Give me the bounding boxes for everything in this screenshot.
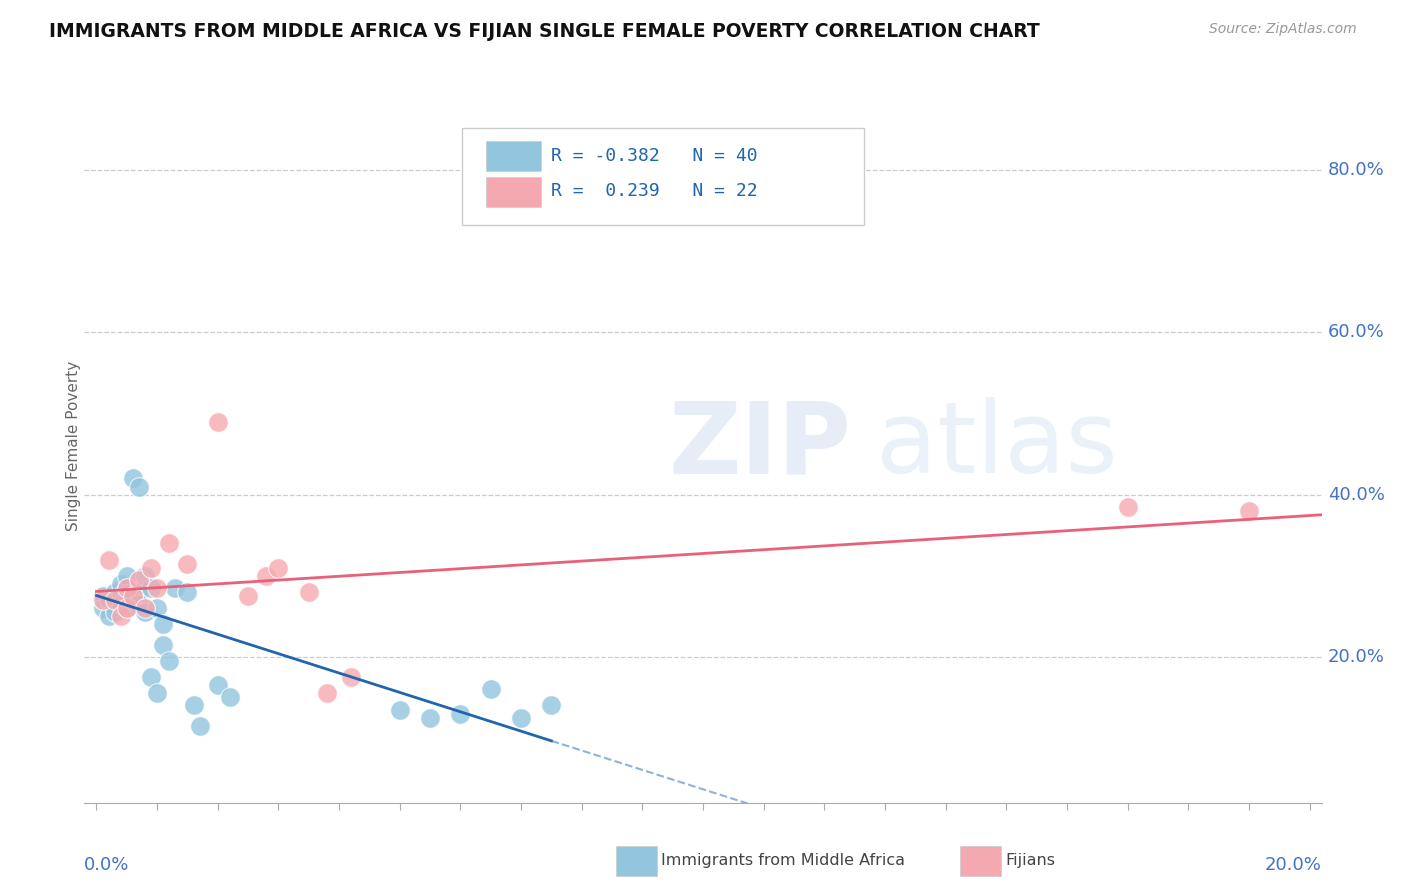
Point [316, 686, 339, 700]
Text: R =  0.239   N = 22: R = 0.239 N = 22 [551, 182, 758, 200]
Point [176, 557, 198, 571]
Y-axis label: Single Female Poverty: Single Female Poverty [66, 361, 80, 531]
Text: atlas: atlas [876, 398, 1118, 494]
Point [104, 585, 127, 599]
Point [97, 552, 120, 566]
Point [183, 698, 205, 713]
Point [267, 560, 290, 574]
Point [134, 605, 156, 619]
Text: IMMIGRANTS FROM MIDDLE AFRICA VS FIJIAN SINGLE FEMALE POVERTY CORRELATION CHART: IMMIGRANTS FROM MIDDLE AFRICA VS FIJIAN … [49, 22, 1040, 41]
Point [388, 702, 411, 716]
Point [1237, 504, 1260, 518]
Point [165, 581, 187, 595]
Point [115, 601, 138, 615]
Text: Source: ZipAtlas.com: Source: ZipAtlas.com [1209, 22, 1357, 37]
Point [540, 698, 562, 713]
Text: R = -0.382   N = 40: R = -0.382 N = 40 [551, 146, 758, 164]
FancyBboxPatch shape [486, 141, 541, 171]
Point [510, 711, 533, 725]
Point [254, 568, 277, 582]
Point [176, 585, 198, 599]
Point [236, 589, 259, 603]
Point [97, 609, 120, 624]
Text: Immigrants from Middle Africa: Immigrants from Middle Africa [661, 854, 905, 868]
Point [298, 585, 321, 599]
Point [115, 568, 138, 582]
Point [128, 479, 150, 493]
Point [122, 593, 145, 607]
Point [219, 690, 242, 705]
Text: 0.0%: 0.0% [84, 855, 129, 873]
Point [128, 597, 150, 611]
Point [479, 682, 502, 697]
Point [115, 581, 138, 595]
Point [152, 617, 174, 632]
Point [340, 670, 363, 684]
Point [115, 601, 138, 615]
Point [1116, 500, 1139, 514]
Point [91, 589, 114, 603]
Point [91, 601, 114, 615]
Point [449, 706, 471, 721]
Point [104, 599, 127, 614]
Point [115, 581, 138, 595]
FancyBboxPatch shape [486, 177, 541, 207]
Point [134, 601, 156, 615]
Point [157, 536, 180, 550]
Point [152, 638, 174, 652]
Text: 40.0%: 40.0% [1327, 485, 1385, 504]
Point [128, 585, 150, 599]
Point [139, 560, 162, 574]
Point [157, 654, 180, 668]
Text: Fijians: Fijians [1005, 854, 1056, 868]
Point [207, 415, 229, 429]
Text: ZIP: ZIP [669, 398, 852, 494]
Text: 20.0%: 20.0% [1327, 648, 1385, 665]
FancyBboxPatch shape [461, 128, 863, 225]
Point [97, 593, 120, 607]
Point [146, 686, 169, 700]
Point [110, 597, 132, 611]
Point [110, 577, 132, 591]
Point [134, 568, 156, 582]
Point [110, 609, 132, 624]
Point [419, 711, 441, 725]
Point [139, 670, 162, 684]
Point [146, 581, 169, 595]
Point [207, 678, 229, 692]
Point [122, 471, 145, 485]
Point [139, 581, 162, 595]
Point [188, 719, 211, 733]
Point [146, 601, 169, 615]
Point [128, 573, 150, 587]
Point [104, 605, 127, 619]
Point [115, 586, 138, 600]
Point [110, 589, 132, 603]
Point [91, 593, 114, 607]
Point [122, 589, 145, 603]
Text: 20.0%: 20.0% [1265, 855, 1322, 873]
Text: 60.0%: 60.0% [1327, 324, 1385, 342]
Point [104, 593, 127, 607]
Text: 80.0%: 80.0% [1327, 161, 1385, 179]
